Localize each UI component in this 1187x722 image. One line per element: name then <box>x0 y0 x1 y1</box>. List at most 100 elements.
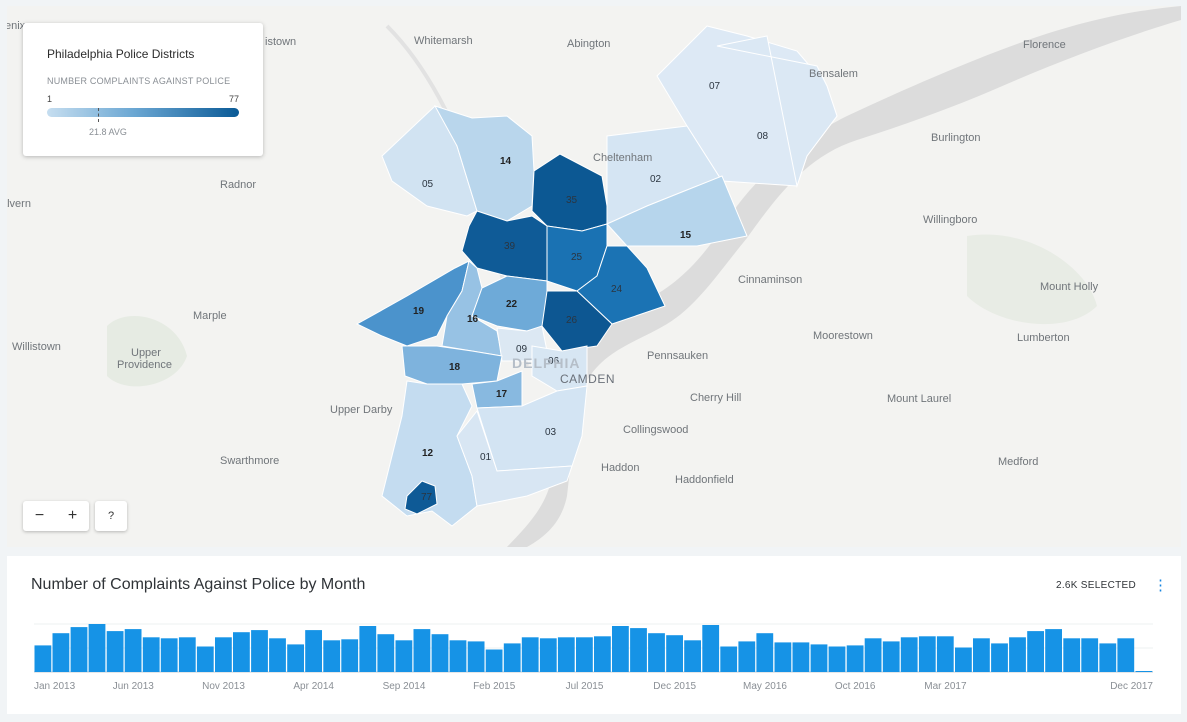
x-tick-label: Mar 2017 <box>924 681 967 692</box>
chart-bar[interactable] <box>539 638 557 672</box>
chart-bar[interactable] <box>395 640 413 672</box>
chart-bar[interactable] <box>160 638 178 672</box>
chart-bar[interactable] <box>666 635 683 672</box>
chart-bar[interactable] <box>521 637 539 672</box>
chart-bar[interactable] <box>810 644 828 672</box>
chart-bar[interactable] <box>1099 643 1117 672</box>
place-cherry-hill: Cherry Hill <box>690 392 742 404</box>
chart-bar[interactable] <box>828 646 846 673</box>
district-label-03: 03 <box>545 427 557 438</box>
place-marple: Marple <box>193 310 227 322</box>
chart-bar[interactable] <box>359 626 377 672</box>
legend-avg: 21.8 AVG <box>89 127 127 137</box>
chart-bar[interactable] <box>215 637 232 672</box>
chart-bar[interactable] <box>467 641 485 672</box>
chart-bar[interactable] <box>233 632 250 672</box>
chart-bar[interactable] <box>70 627 88 672</box>
district-12[interactable] <box>381 380 478 527</box>
district-label-16: 16 <box>467 314 479 325</box>
chart-bar[interactable] <box>485 649 503 673</box>
chart-bar[interactable] <box>88 624 106 672</box>
chart-bar[interactable] <box>918 636 936 672</box>
chart-bar[interactable] <box>323 640 341 672</box>
chart-bar[interactable] <box>702 625 720 672</box>
chart-bar[interactable] <box>178 637 196 672</box>
map-canvas[interactable]: 0708020514153935252419162226090618170312… <box>7 6 1181 547</box>
x-tick-label: Dec 2017 <box>1110 681 1153 692</box>
chart-bar[interactable] <box>774 642 792 672</box>
district-15[interactable] <box>606 175 748 247</box>
chart-bar[interactable] <box>251 630 268 672</box>
district-35[interactable] <box>531 153 608 232</box>
chart-bar[interactable] <box>684 640 701 672</box>
chart-bar[interactable] <box>846 645 864 672</box>
x-tick-label: Jun 2013 <box>113 681 155 692</box>
zoom-in-button[interactable]: + <box>67 507 78 524</box>
chart-bar[interactable] <box>106 631 124 672</box>
district-17[interactable] <box>471 370 523 409</box>
time-series-panel: Number of Complaints Against Police by M… <box>7 556 1181 714</box>
place-swarthmore: Swarthmore <box>220 455 280 467</box>
chart-bar[interactable] <box>576 637 593 672</box>
chart-bar[interactable] <box>1135 671 1153 672</box>
chart-bar[interactable] <box>269 638 286 672</box>
chart-bar[interactable] <box>196 646 214 673</box>
district-label-08: 08 <box>757 131 769 142</box>
chart-bar[interactable] <box>973 638 990 672</box>
chart-bar[interactable] <box>305 630 322 672</box>
chart-bar[interactable] <box>557 637 575 672</box>
chart-bar[interactable] <box>377 634 395 672</box>
chart-bar[interactable] <box>1063 638 1081 672</box>
chart-bar[interactable] <box>431 634 449 672</box>
place-moorestown: Moorestown <box>813 330 873 342</box>
chart-bar[interactable] <box>1009 637 1026 672</box>
chart-bar[interactable] <box>756 633 774 672</box>
chart-bar[interactable] <box>594 636 611 672</box>
chart-bar[interactable] <box>503 643 521 672</box>
district-01[interactable] <box>456 409 573 507</box>
chart-bar[interactable] <box>34 645 52 672</box>
x-tick-label: May 2016 <box>743 681 787 692</box>
chart-bar[interactable] <box>413 629 431 672</box>
chart-bar[interactable] <box>1027 631 1044 672</box>
chart-bar[interactable] <box>52 633 70 672</box>
district-label-07: 07 <box>709 81 721 92</box>
legend-title: Philadelphia Police Districts <box>47 47 195 61</box>
chart-bar[interactable] <box>955 647 972 673</box>
place-burlington: Burlington <box>931 132 981 144</box>
chart-bar[interactable] <box>630 628 647 672</box>
help-button[interactable]: ? <box>107 510 115 522</box>
chart-bar[interactable] <box>738 641 756 672</box>
chart-bar[interactable] <box>124 629 142 672</box>
chart-bar[interactable] <box>1045 629 1062 672</box>
place-upper: Upper <box>131 347 161 359</box>
chart-bar[interactable] <box>648 633 665 672</box>
district-label-19: 19 <box>413 306 425 317</box>
chart-bar[interactable] <box>341 639 359 672</box>
monthly-bar-chart[interactable]: Jan 2013 Jun 2013 Nov 2013 Apr 2014 Sep 2014… <box>7 556 1181 714</box>
chart-bar[interactable] <box>612 626 629 672</box>
chart-bar[interactable] <box>991 643 1008 672</box>
place-upper-darby: Upper Darby <box>330 404 393 416</box>
district-label-15: 15 <box>680 230 692 241</box>
district-08[interactable] <box>716 35 838 188</box>
chart-bar[interactable] <box>1117 638 1135 672</box>
district-77[interactable] <box>404 480 438 515</box>
chart-bar[interactable] <box>720 646 738 673</box>
chart-bar[interactable] <box>792 642 810 672</box>
district-label-26: 26 <box>566 315 578 326</box>
chart-bar[interactable] <box>900 637 918 672</box>
chart-bar[interactable] <box>864 638 882 672</box>
chart-bar[interactable] <box>882 641 900 672</box>
chart-bar[interactable] <box>449 640 467 672</box>
chart-bar[interactable] <box>287 644 304 672</box>
map[interactable]: 07 08 02 05 14 15 39 35 25 24 19 16 22 26 09 06 18 17 03 12… <box>7 6 1181 547</box>
district-label-14: 14 <box>500 156 512 167</box>
zoom-out-button[interactable]: − <box>34 507 45 524</box>
district-label-24: 24 <box>611 284 623 295</box>
x-tick-label: Sep 2014 <box>383 681 426 692</box>
district-label-17: 17 <box>496 389 508 400</box>
chart-bar[interactable] <box>936 636 954 672</box>
chart-bar[interactable] <box>142 637 160 672</box>
chart-bar[interactable] <box>1081 638 1099 672</box>
